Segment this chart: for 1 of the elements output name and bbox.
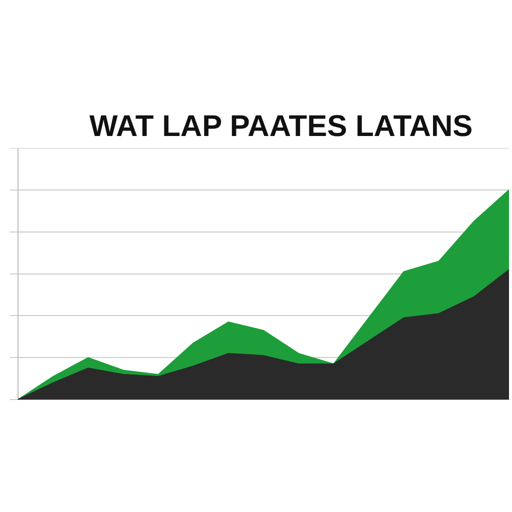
chart-title: WAT LAP PAATES LATANS <box>88 110 474 144</box>
